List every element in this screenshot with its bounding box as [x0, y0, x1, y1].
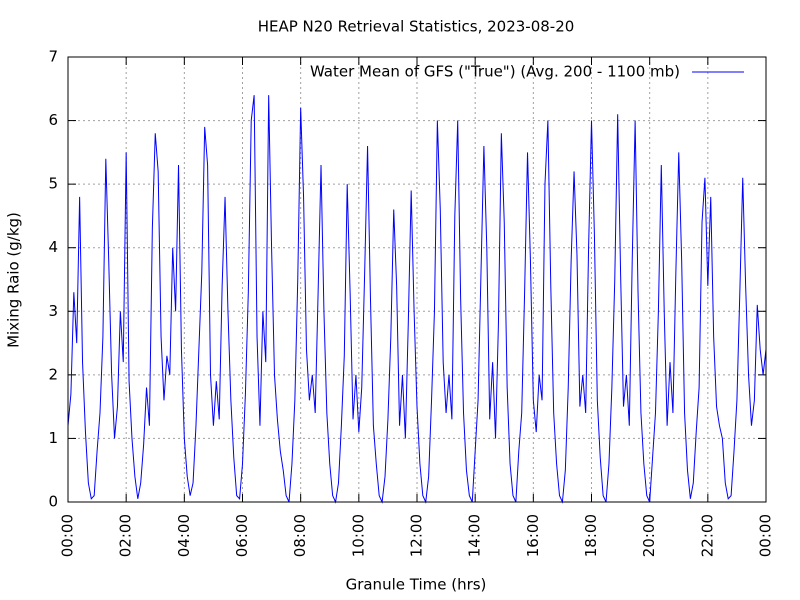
x-tick-label: 22:00 [698, 514, 716, 557]
x-tick-label: 00:00 [757, 514, 775, 557]
y-tick-label: 5 [48, 175, 58, 193]
x-tick-label: 02:00 [117, 514, 135, 557]
x-tick-label: 10:00 [349, 514, 367, 557]
y-tick-label: 4 [48, 238, 58, 256]
x-tick-label: 06:00 [233, 514, 251, 557]
x-tick-label: 08:00 [291, 514, 309, 557]
y-axis-label: Mixing Raio (g/kg) [5, 212, 23, 348]
y-tick-label: 6 [48, 111, 58, 129]
y-tick-label: 3 [48, 302, 58, 320]
x-tick-label: 04:00 [175, 514, 193, 557]
x-tick-label: 12:00 [408, 514, 426, 557]
x-tick-label: 20:00 [640, 514, 658, 557]
x-axis-label: Granule Time (hrs) [346, 576, 487, 594]
x-tick-label: 16:00 [524, 514, 542, 557]
y-tick-label: 1 [48, 429, 58, 447]
legend-label: Water Mean of GFS ("True") (Avg. 200 - 1… [310, 63, 680, 81]
chart-title: HEAP N20 Retrieval Statistics, 2023-08-2… [258, 18, 575, 36]
y-tick-label: 7 [48, 48, 58, 66]
y-tick-label: 2 [48, 365, 58, 383]
x-tick-label: 00:00 [59, 514, 77, 557]
plot-border [67, 56, 767, 503]
x-tick-label: 18:00 [582, 514, 600, 557]
y-tick-label: 0 [48, 493, 58, 511]
x-tick-label: 14:00 [466, 514, 484, 557]
